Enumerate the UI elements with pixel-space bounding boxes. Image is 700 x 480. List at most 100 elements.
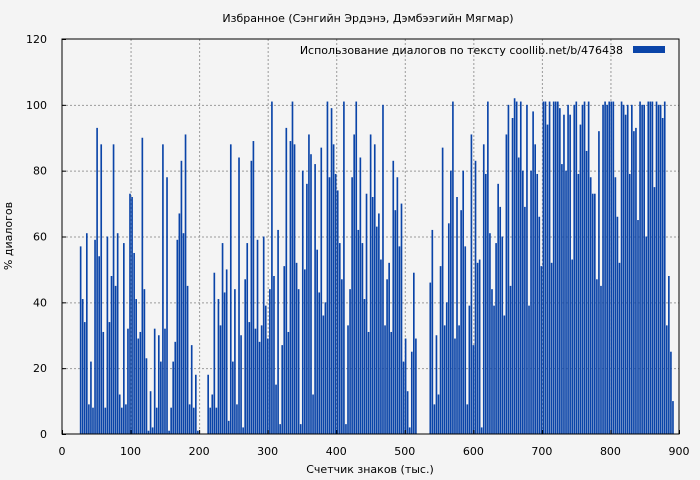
bar (322, 315, 325, 434)
bar (380, 259, 382, 434)
bar (663, 101, 666, 434)
bar (287, 331, 290, 434)
bar (452, 101, 454, 434)
bar (137, 338, 140, 434)
bar (186, 285, 189, 435)
bar (123, 243, 125, 434)
bar (192, 407, 195, 434)
bar (507, 104, 510, 434)
bar (657, 104, 660, 434)
bar (392, 160, 395, 435)
bar (458, 325, 460, 435)
bar (480, 427, 483, 434)
bar (258, 341, 261, 434)
bar (285, 127, 288, 435)
bar (127, 328, 129, 434)
bar (653, 187, 656, 435)
bar (174, 341, 177, 434)
bar (575, 101, 578, 434)
bar (359, 157, 362, 434)
x-tick-label: 300 (257, 445, 278, 458)
bar (349, 289, 351, 434)
bar (316, 249, 318, 434)
bar (332, 144, 335, 434)
bar (511, 118, 514, 434)
bar (289, 141, 292, 435)
bar (647, 101, 650, 434)
bar (608, 101, 611, 434)
bar (474, 160, 477, 435)
x-tick-label: 100 (120, 445, 141, 458)
bar (542, 101, 545, 434)
bar (215, 407, 218, 434)
bar (308, 134, 310, 434)
bar (509, 285, 512, 435)
bar (170, 407, 172, 434)
x-tick-label: 200 (189, 445, 210, 458)
bar (487, 101, 489, 434)
bar (528, 305, 530, 435)
bar (114, 285, 117, 435)
bar (489, 233, 491, 434)
bar (552, 101, 555, 434)
x-tick-label: 900 (669, 445, 690, 458)
ticks (62, 39, 680, 435)
bar (375, 226, 378, 435)
x-tick-label: 0 (59, 445, 66, 458)
bar (297, 289, 300, 434)
bar (402, 361, 405, 434)
bar (190, 345, 193, 435)
bar (96, 127, 98, 435)
bar (367, 331, 370, 434)
legend: Использование диалогов по тексту coollib… (300, 44, 665, 57)
bar (532, 111, 534, 435)
bar (464, 246, 467, 435)
bar (579, 124, 582, 434)
bar (569, 114, 571, 435)
bar (254, 328, 257, 434)
bar (102, 331, 105, 434)
bar (655, 101, 658, 434)
bar (435, 335, 438, 434)
bar (573, 104, 576, 434)
bar (600, 285, 602, 435)
bar (312, 394, 314, 434)
bar (135, 299, 137, 434)
bar (299, 424, 302, 435)
bar (141, 137, 144, 434)
bar (505, 134, 508, 434)
legend-swatch (633, 46, 665, 53)
bar (139, 331, 142, 434)
bar (554, 101, 557, 434)
bar (501, 236, 504, 434)
bar (306, 183, 308, 434)
bar (248, 322, 251, 434)
bar (188, 404, 191, 435)
bar (79, 246, 82, 435)
bar (104, 407, 107, 434)
bar (151, 427, 154, 434)
bar (530, 170, 532, 435)
bar (408, 427, 411, 434)
bar (147, 430, 150, 434)
bar (131, 197, 133, 434)
bar (304, 269, 306, 434)
bar (386, 279, 388, 434)
bar (639, 101, 641, 434)
bar (567, 104, 569, 434)
bar (665, 325, 668, 435)
bar (157, 335, 160, 434)
bar (184, 134, 187, 434)
bar (495, 243, 497, 434)
bar (598, 131, 600, 435)
bar (637, 220, 639, 434)
bar (244, 279, 247, 434)
bar (466, 404, 469, 435)
bar (345, 424, 347, 435)
bar (606, 104, 608, 434)
bar (133, 252, 135, 434)
bar (225, 269, 228, 434)
bar (172, 361, 175, 434)
bar (153, 328, 156, 434)
bar (314, 164, 316, 434)
